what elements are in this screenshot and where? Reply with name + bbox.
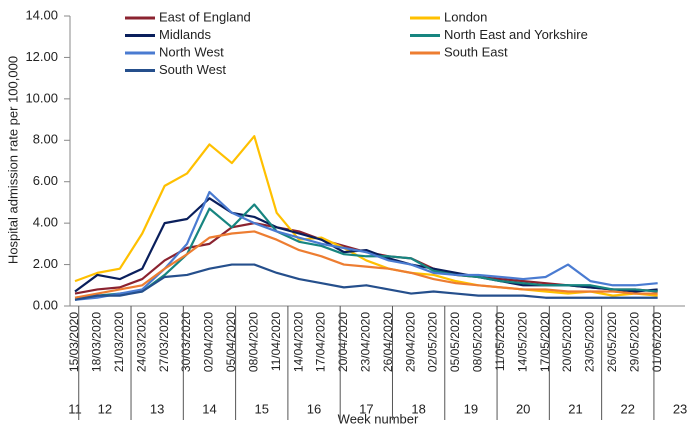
x-tick-label: 14/04/2020 [291,312,305,372]
y-tick-label: 10.00 [25,90,58,105]
legend-label: Midlands [159,27,212,42]
x-tick-label: 11/04/2020 [269,312,283,371]
x-tick-label: 23/05/2020 [583,312,597,372]
y-tick-label: 14.00 [25,7,58,22]
week-label: 21 [568,401,582,416]
legend-label: North East and Yorkshire [444,27,588,42]
week-label: 12 [98,401,112,416]
legend-label: South West [159,62,226,77]
week-label: 19 [464,401,478,416]
x-tick-label: 15/03/2020 [67,312,81,372]
legend-label: North West [159,44,224,59]
week-label: 22 [621,401,635,416]
x-tick-label: 05/04/2020 [224,312,238,372]
x-tick-label: 20/05/2020 [560,312,574,372]
legend-label: London [444,9,487,24]
y-tick-label: 4.00 [33,215,58,230]
legend-label: East of England [159,9,251,24]
week-label: 23 [673,401,687,416]
x-tick-label: 17/04/2020 [314,312,328,372]
y-axis-title: Hospital admission rate per 100,000 [5,56,20,264]
x-tick-label: 17/05/2020 [538,312,552,372]
x-tick-label: 08/05/2020 [471,312,485,372]
x-tick-label: 11/05/2020 [493,312,507,371]
x-tick-label: 27/03/2020 [157,312,171,372]
x-axis-title: Week number [338,411,419,426]
week-label: 20 [516,401,530,416]
x-tick-label: 29/04/2020 [403,312,417,372]
y-tick-label: 12.00 [25,49,58,64]
x-tick-label: 18/03/2020 [90,312,104,372]
week-label: 17 [359,401,373,416]
series-line [74,135,658,297]
x-tick-label: 05/05/2020 [448,312,462,372]
x-tick-label: 02/05/2020 [426,312,440,372]
y-tick-label: 6.00 [33,173,58,188]
x-tick-label: 02/04/2020 [202,312,216,372]
week-label: 15 [255,401,269,416]
week-label: 18 [411,401,425,416]
x-tick-label: 14/05/2020 [515,312,529,372]
y-tick-label: 2.00 [33,256,58,271]
x-tick-label: 26/05/2020 [605,312,619,372]
series-line [74,263,658,301]
x-tick-label: 01/06/2020 [650,312,664,372]
week-label: 14 [202,401,216,416]
week-label: 11 [68,401,82,416]
x-tick-label: 24/03/2020 [134,312,148,372]
week-label: 13 [150,401,164,416]
week-label: 16 [307,401,321,416]
x-tick-label: 29/05/2020 [627,312,641,372]
series-line [74,230,658,299]
x-tick-label: 08/04/2020 [246,312,260,372]
y-tick-label: 0.00 [33,297,58,312]
y-tick-label: 8.00 [33,132,58,147]
x-tick-label: 21/03/2020 [112,312,126,372]
x-tick-label: 20/04/2020 [336,312,350,372]
series-line [74,203,658,299]
legend-label: South East [444,44,508,59]
x-tick-label: 23/04/2020 [359,312,373,372]
series-line [74,222,658,295]
series-line [74,190,658,301]
x-tick-label: 30/03/2020 [179,312,193,372]
x-tick-label: 26/04/2020 [381,312,395,372]
